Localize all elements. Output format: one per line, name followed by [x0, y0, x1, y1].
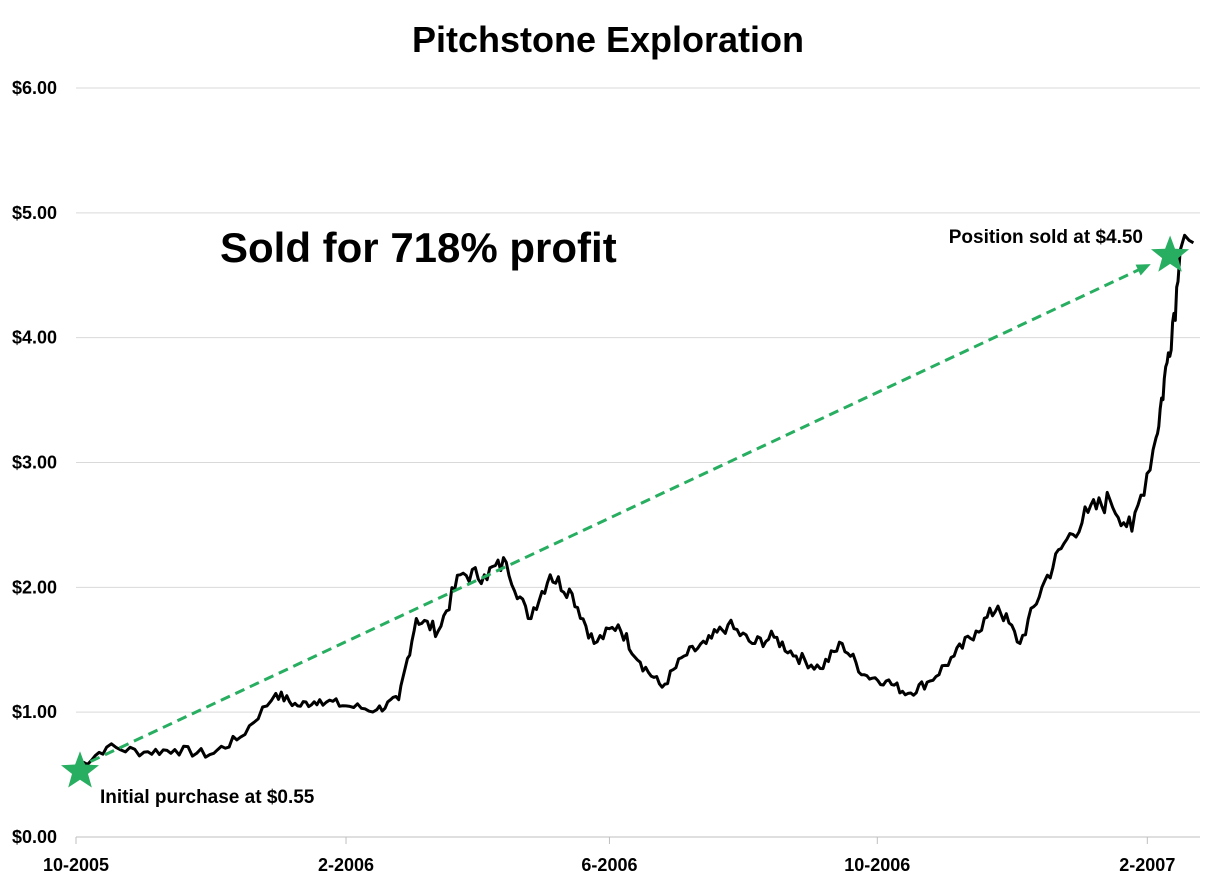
y-axis-ticks: $0.00 $1.00 $2.00 $3.00 $4.00 $5.00 $6.00 [12, 78, 57, 847]
profit-arrow [75, 264, 1151, 770]
y-tick-label: $2.00 [12, 577, 57, 597]
arrow-line [75, 267, 1143, 770]
x-tick-label: 10-2005 [43, 855, 109, 875]
y-tick-label: $5.00 [12, 203, 57, 223]
profit-annotation: Sold for 718% profit [220, 224, 617, 271]
x-tick-label: 6-2006 [581, 855, 637, 875]
x-tick-label: 2-2006 [318, 855, 374, 875]
y-tick-label: $1.00 [12, 702, 57, 722]
series-line [75, 233, 1195, 770]
gridlines [76, 87, 1200, 838]
y-tick-label: $6.00 [12, 78, 57, 98]
sell-star-marker [1151, 235, 1190, 272]
y-tick-label: $3.00 [12, 453, 57, 473]
arrow-head [1135, 264, 1151, 276]
buy-annotation: Initial purchase at $0.55 [100, 787, 315, 808]
chart-title: Pitchstone Exploration [412, 19, 804, 60]
buy-star-marker [61, 751, 99, 788]
price-series [75, 233, 1195, 770]
x-tick-label: 2-2007 [1119, 855, 1175, 875]
trade-markers [61, 235, 1190, 788]
y-tick-label: $4.00 [12, 328, 57, 348]
x-tick-label: 10-2006 [844, 855, 910, 875]
sell-annotation: Position sold at $4.50 [949, 227, 1143, 248]
y-tick-label: $0.00 [12, 827, 57, 847]
x-axis-ticks: 10-2005 2-2006 6-2006 10-2006 2-2007 [43, 837, 1175, 875]
